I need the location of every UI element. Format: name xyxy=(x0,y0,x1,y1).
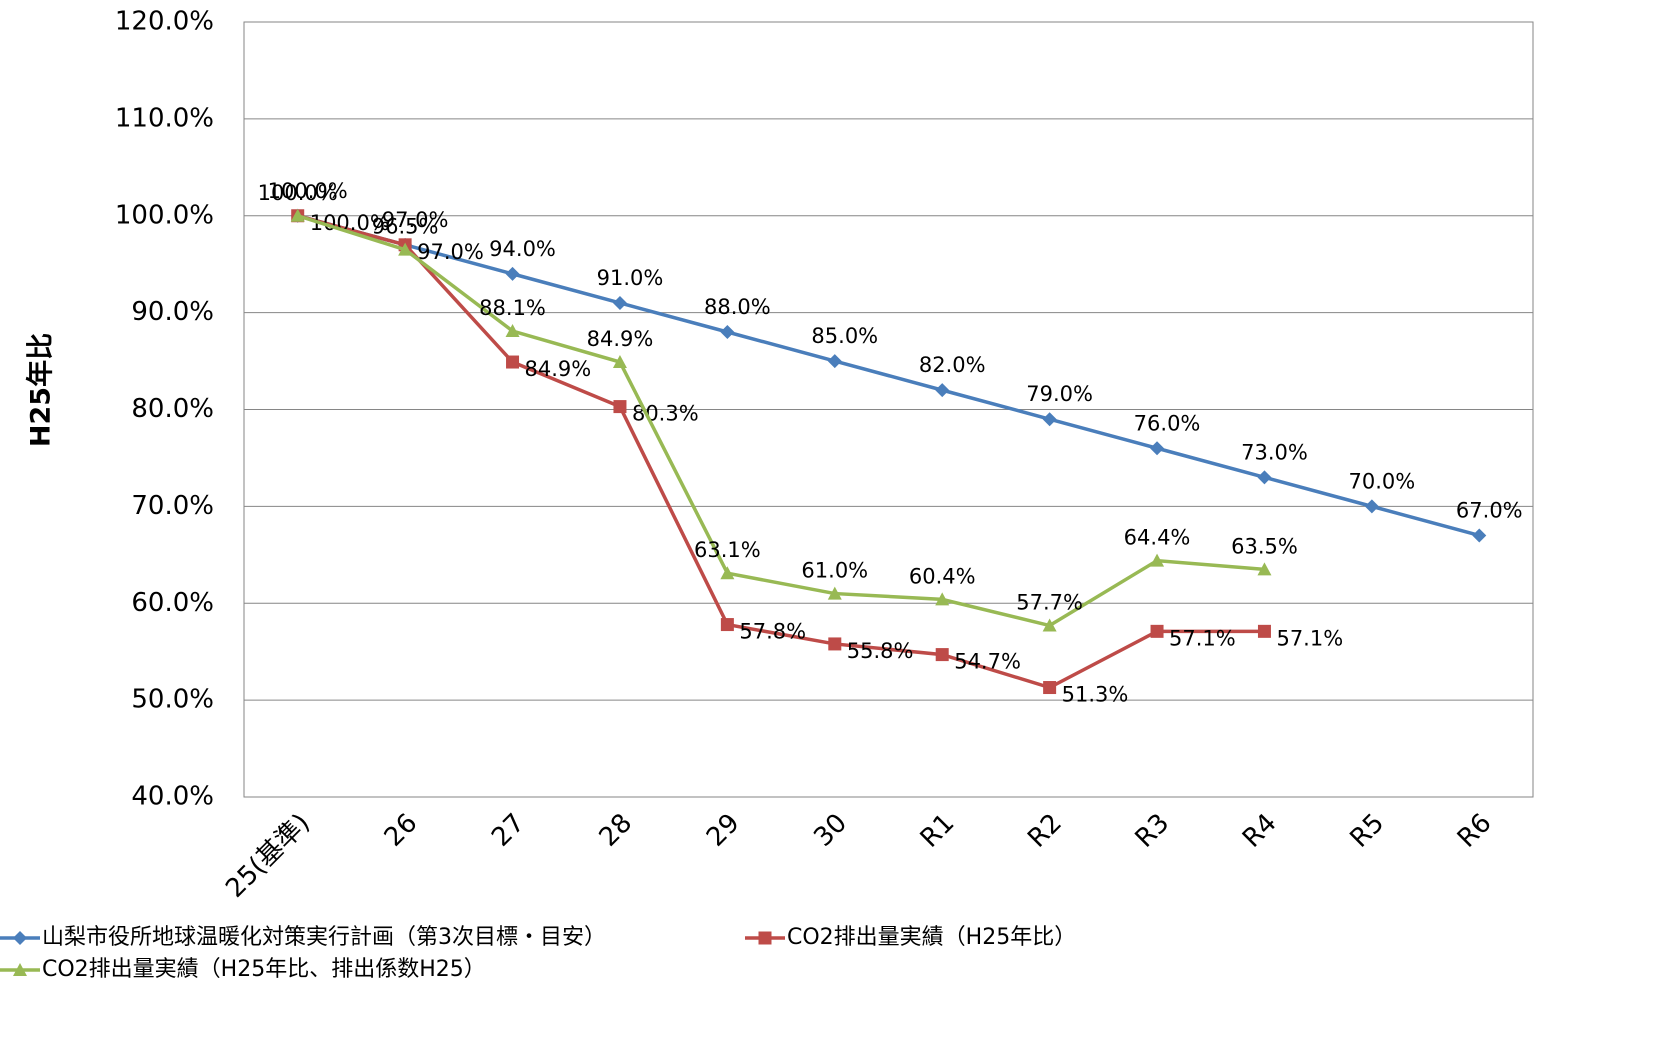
marker xyxy=(612,355,627,369)
series-line xyxy=(297,214,1480,538)
data-label: 51.3% xyxy=(1062,683,1129,707)
x-tick-label: R1 xyxy=(915,808,961,854)
marker xyxy=(13,931,27,945)
marker xyxy=(1043,681,1057,695)
marker xyxy=(290,208,305,222)
data-label: 91.0% xyxy=(597,266,664,290)
y-tick-label: 90.0% xyxy=(131,297,214,327)
y-tick-label: 110.0% xyxy=(115,103,214,133)
data-label: 84.9% xyxy=(525,357,592,381)
x-tick-label: R6 xyxy=(1452,808,1498,854)
data-label: 97.0% xyxy=(382,208,449,232)
data-label: 63.1% xyxy=(694,538,761,562)
data-label: 57.8% xyxy=(739,620,806,644)
x-tick-label: 28 xyxy=(594,808,639,853)
marker xyxy=(935,592,950,606)
data-label: 88.1% xyxy=(479,296,546,320)
marker xyxy=(935,383,950,398)
data-label: 100.0% xyxy=(268,179,348,203)
marker xyxy=(505,324,520,338)
plot-frame xyxy=(243,21,1534,798)
x-tick-label: 27 xyxy=(486,808,531,853)
x-tick-label: R4 xyxy=(1237,808,1283,854)
data-label: 54.7% xyxy=(954,650,1021,674)
x-tick-label: R2 xyxy=(1022,808,1068,854)
series-line xyxy=(297,214,1265,690)
data-label: 55.8% xyxy=(847,639,914,663)
y-tick-label: 120.0% xyxy=(115,7,214,37)
y-tick-label: 40.0% xyxy=(131,782,214,812)
marker xyxy=(827,354,842,369)
marker xyxy=(1257,470,1272,485)
data-label: 100.0% xyxy=(258,181,338,205)
legend-label: CO2排出量実績（H25年比、排出係数H25） xyxy=(42,957,486,982)
data-label: 96.5% xyxy=(372,215,439,239)
data-label: 63.5% xyxy=(1231,534,1298,558)
x-tick-label: R3 xyxy=(1130,808,1176,854)
marker xyxy=(613,400,627,414)
x-tick-label: 26 xyxy=(379,808,424,853)
marker xyxy=(720,618,734,632)
data-label: 85.0% xyxy=(811,324,878,348)
data-label: 84.9% xyxy=(587,327,654,351)
data-label: 57.1% xyxy=(1169,626,1236,650)
y-tick-label: 100.0% xyxy=(115,200,214,230)
marker xyxy=(1150,441,1165,456)
data-label: 88.0% xyxy=(704,295,771,319)
data-label: 73.0% xyxy=(1241,440,1308,464)
marker xyxy=(1257,562,1272,576)
marker xyxy=(1150,553,1165,567)
marker xyxy=(13,963,27,976)
data-label: 60.4% xyxy=(909,564,976,588)
marker xyxy=(505,266,520,281)
data-label: 64.4% xyxy=(1124,526,1191,550)
data-label: 57.7% xyxy=(1016,591,1083,615)
data-label: 82.0% xyxy=(919,353,986,377)
marker xyxy=(1472,528,1487,543)
legend-label: CO2排出量実績（H25年比） xyxy=(787,925,1076,950)
data-label: 94.0% xyxy=(489,237,556,261)
marker xyxy=(828,637,842,651)
y-tick-label: 60.0% xyxy=(131,588,214,618)
marker xyxy=(720,325,735,339)
legend-label: 山梨市役所地球温暖化対策実行計画（第3次目標・目安） xyxy=(42,925,606,950)
series-line xyxy=(297,214,1265,628)
data-label: 79.0% xyxy=(1026,382,1093,406)
data-label: 67.0% xyxy=(1456,498,1523,522)
x-tick-label: 30 xyxy=(808,808,853,853)
marker xyxy=(1042,618,1057,632)
marker xyxy=(758,931,772,945)
y-tick-label: 70.0% xyxy=(131,491,214,521)
marker xyxy=(398,242,413,256)
data-label: 76.0% xyxy=(1134,411,1201,435)
y-tick-label: 80.0% xyxy=(131,394,214,424)
x-tick-label: R5 xyxy=(1344,808,1390,854)
marker xyxy=(827,586,842,600)
marker xyxy=(1364,499,1379,514)
data-label: 97.0% xyxy=(417,240,484,264)
marker xyxy=(1150,624,1164,638)
marker xyxy=(720,566,735,580)
x-tick-label: 25(基準) xyxy=(220,808,316,904)
data-label: 70.0% xyxy=(1349,469,1416,493)
x-tick-label: 29 xyxy=(701,808,746,853)
data-label: 61.0% xyxy=(801,559,868,583)
marker xyxy=(612,295,627,310)
y-tick-label: 50.0% xyxy=(131,685,214,715)
marker xyxy=(1257,624,1271,638)
marker xyxy=(506,355,520,369)
marker xyxy=(935,648,949,662)
y-axis-label: H25年比 xyxy=(25,333,57,447)
data-label: 57.1% xyxy=(1276,626,1343,650)
marker xyxy=(1042,412,1057,427)
